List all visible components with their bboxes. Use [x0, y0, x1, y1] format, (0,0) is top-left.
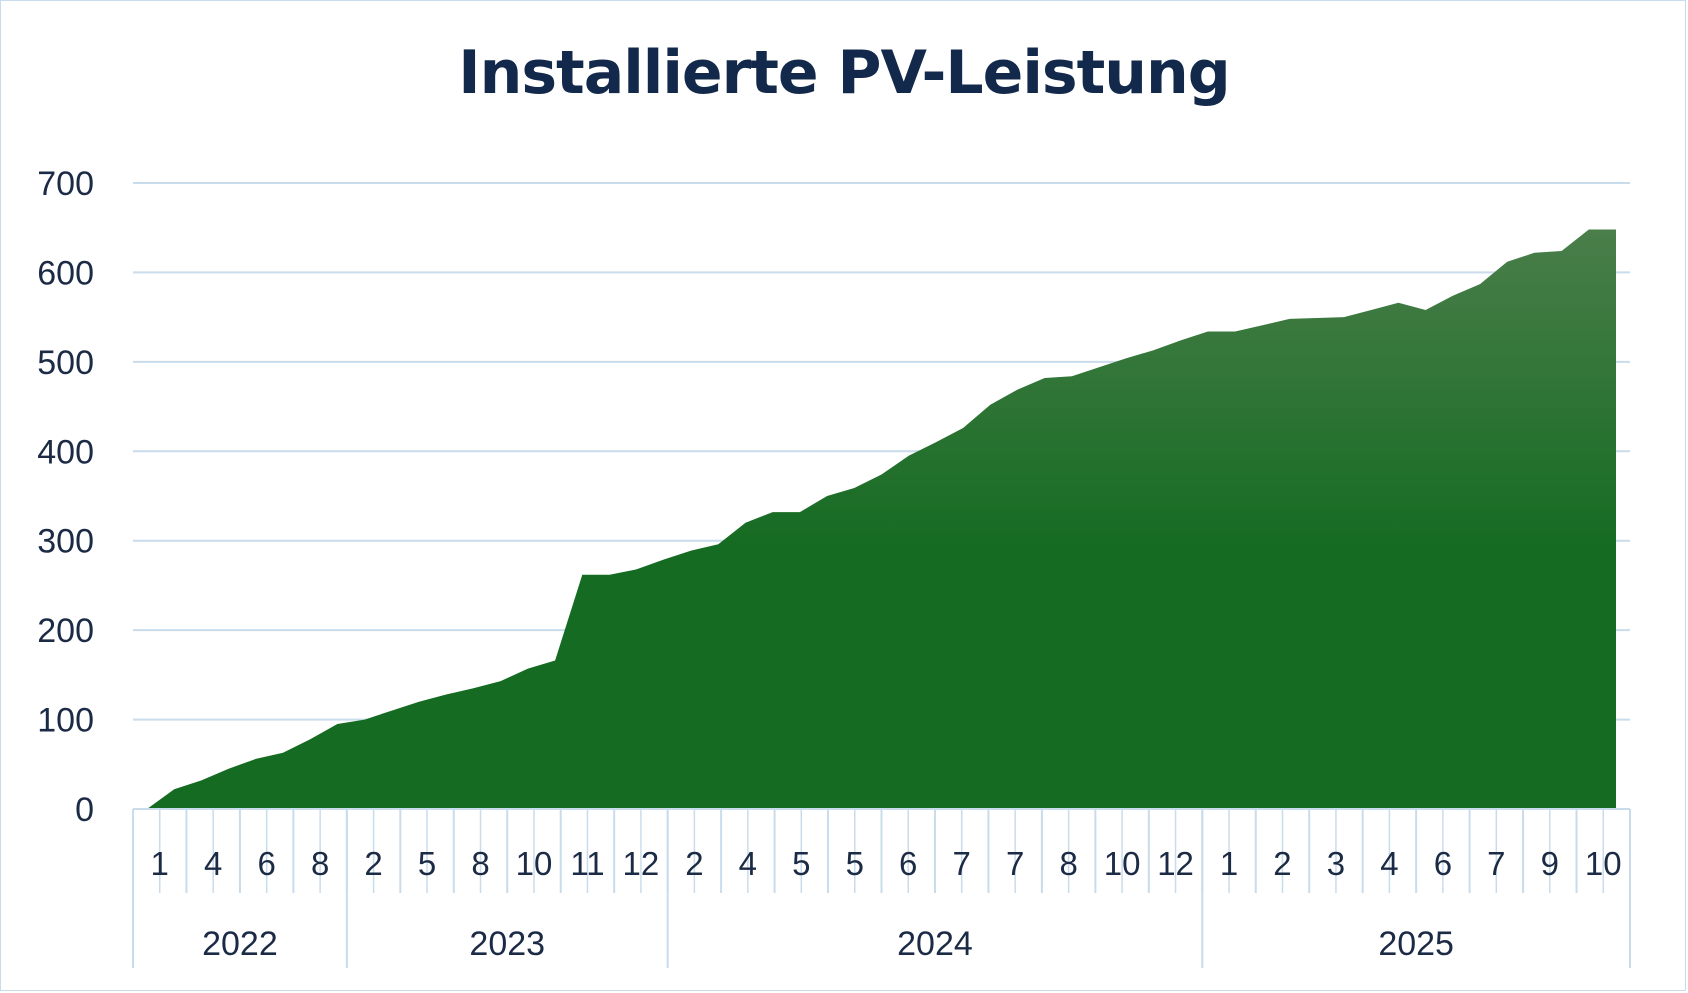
x-tick-label: 2 [1273, 845, 1291, 882]
x-tick-label: 9 [1541, 845, 1559, 882]
x-tick-label: 12 [623, 845, 660, 882]
x-tick-label: 4 [739, 845, 757, 882]
area-fill [147, 229, 1616, 809]
x-tick-label: 4 [204, 845, 222, 882]
year-label: 2022 [202, 925, 278, 963]
x-tick-label: 6 [899, 845, 917, 882]
x-tick-label: 6 [1434, 845, 1452, 882]
x-tick-label: 10 [1104, 845, 1141, 882]
x-tick-label: 7 [1487, 845, 1505, 882]
y-tick-label: 700 [37, 165, 94, 203]
y-tick-label: 100 [37, 702, 94, 740]
x-tick-label: 12 [1157, 845, 1194, 882]
y-axis: 0 100 200 300 400 500 600 700 [37, 165, 94, 829]
x-tick-label: 7 [953, 845, 971, 882]
x-tick-label: 3 [1327, 845, 1345, 882]
x-tick-label: 2 [364, 845, 382, 882]
y-tick-label: 600 [37, 254, 94, 292]
x-tick-label: 6 [257, 845, 275, 882]
x-tick-label: 8 [471, 845, 489, 882]
area-series [147, 229, 1616, 809]
x-tick-label: 10 [1585, 845, 1622, 882]
x-tick-label: 10 [516, 845, 553, 882]
year-label: 2024 [897, 925, 973, 963]
x-tick-label: 1 [1220, 845, 1238, 882]
y-tick-label: 200 [37, 612, 94, 650]
x-tick-label: 7 [1006, 845, 1024, 882]
x-tick-label: 4 [1380, 845, 1398, 882]
year-label: 2023 [469, 925, 545, 963]
chart-title: Installierte PV-Leistung [458, 38, 1230, 108]
x-tick-label: 2 [685, 845, 703, 882]
x-tick-label: 8 [311, 845, 329, 882]
y-tick-label: 0 [75, 791, 94, 829]
year-label: 2025 [1378, 925, 1454, 963]
x-tick-label: 5 [792, 845, 810, 882]
x-tick-label: 5 [846, 845, 864, 882]
x-tick-label: 1 [151, 845, 169, 882]
x-tick-label: 5 [418, 845, 436, 882]
x-tick-label: 11 [570, 845, 604, 882]
y-tick-label: 400 [37, 433, 94, 471]
y-tick-label: 500 [37, 344, 94, 382]
y-tick-label: 300 [37, 523, 94, 561]
x-tick-label: 8 [1059, 845, 1077, 882]
